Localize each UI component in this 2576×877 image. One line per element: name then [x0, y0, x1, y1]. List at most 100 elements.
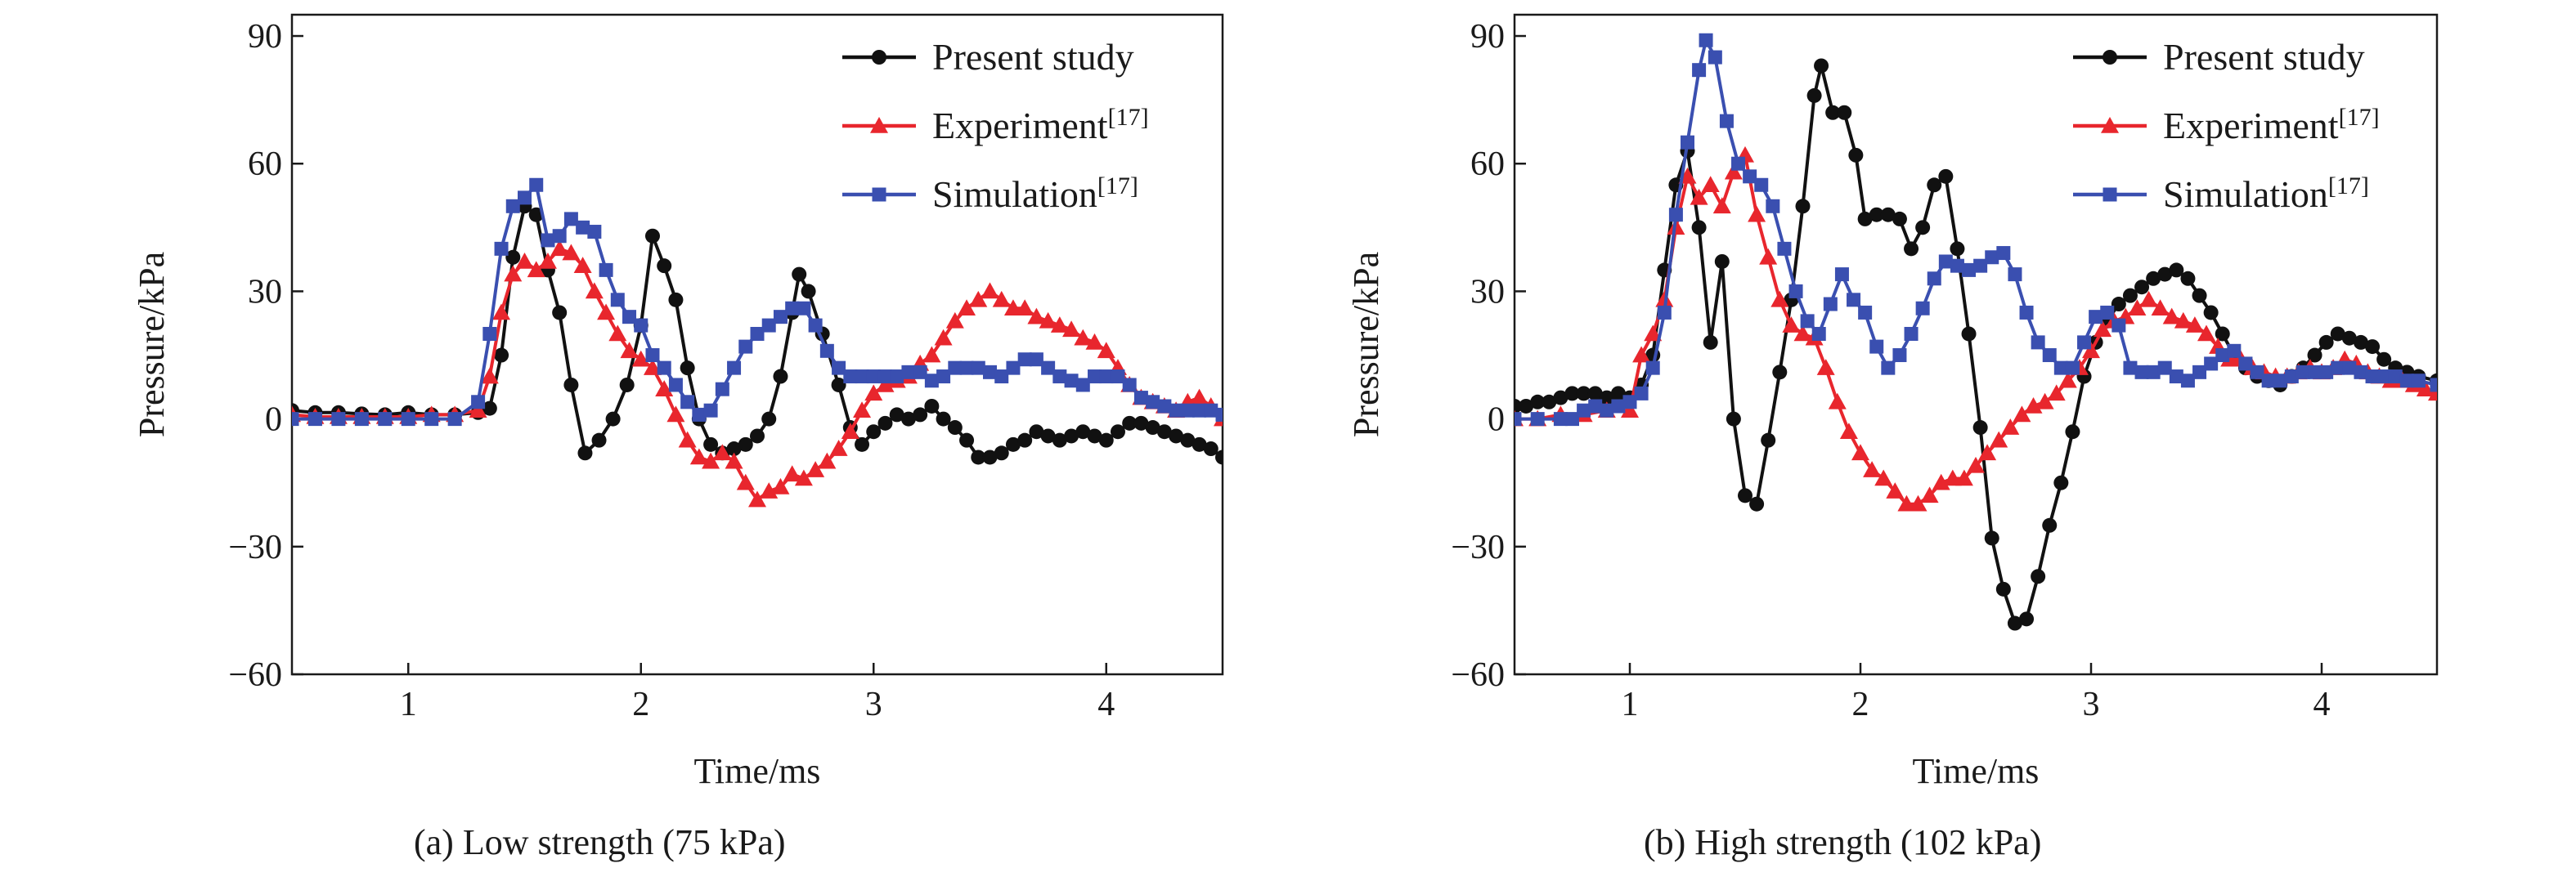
data-point [889, 407, 904, 423]
data-point [504, 265, 523, 282]
data-point [832, 360, 846, 375]
chart-panel-low-strength: 1 2 3 4 −60 −30 0 30 60 90 Time/ms Pressure/kPa Pres… [0, 0, 1227, 877]
data-point [959, 360, 974, 375]
data-point [1050, 316, 1069, 333]
data-point [703, 436, 719, 452]
data-point [1724, 163, 1743, 180]
data-point [1519, 398, 1534, 414]
data-point [900, 411, 916, 427]
data-point [2399, 374, 2414, 388]
data-point [748, 490, 766, 508]
data-point [1828, 392, 1847, 409]
data-point [2180, 271, 2196, 286]
data-point [2001, 418, 2020, 435]
data-point [1996, 246, 2011, 261]
data-point [1834, 267, 1849, 282]
data-point [806, 461, 825, 477]
data-point [1027, 307, 1046, 324]
data-point [1588, 399, 1603, 414]
data-point [761, 411, 777, 427]
data-point [1621, 401, 1639, 418]
data-point [599, 262, 613, 277]
y-tick-label: −30 [228, 529, 282, 566]
data-point [715, 382, 729, 396]
data-point [853, 401, 872, 418]
data-point [692, 407, 707, 422]
data-point [1192, 403, 1207, 418]
data-point [1530, 394, 1546, 409]
data-point [645, 348, 660, 363]
data-point [936, 411, 951, 427]
data-point [877, 415, 893, 431]
data-point [1039, 311, 1057, 329]
data-point [2203, 305, 2219, 320]
data-point [591, 432, 607, 448]
data-point [2180, 374, 2195, 388]
data-point [1111, 369, 1125, 384]
data-point [2111, 297, 2126, 312]
data-point [1052, 369, 1067, 384]
data-point [2376, 369, 2391, 384]
data-point [597, 303, 616, 320]
data-point [1133, 391, 1148, 405]
legend-label: Experiment[17] [2163, 104, 2380, 146]
legend-marker [870, 117, 888, 133]
data-point [1110, 424, 1125, 440]
data-point [713, 444, 732, 461]
data-point [761, 318, 776, 333]
data-point [1632, 346, 1651, 363]
chart-panel-high-strength: 1 2 3 4 −60 −30 0 30 60 90 Time/ms Pressure/kPa Pres… [1227, 0, 2576, 877]
data-point [1668, 208, 1683, 222]
data-point [750, 428, 765, 444]
data-point [797, 301, 811, 315]
data-point [2215, 348, 2230, 363]
data-point [605, 411, 621, 427]
data-point [1087, 428, 1102, 444]
data-point [1681, 135, 1694, 150]
data-point [1766, 199, 1780, 213]
data-point [576, 220, 590, 235]
data-point [2019, 611, 2035, 627]
data-point [1880, 207, 1896, 222]
data-point [447, 412, 462, 427]
x-tick-label: 4 [1097, 686, 1115, 723]
data-point [1954, 469, 1973, 486]
data-point [2077, 335, 2092, 350]
data-point [773, 310, 788, 324]
data-point [2261, 374, 2276, 388]
data-point [1005, 436, 1021, 452]
data-point [982, 450, 998, 465]
data-point [1690, 188, 1708, 205]
data-point [855, 436, 870, 452]
data-point [794, 469, 813, 486]
data-point [2341, 330, 2357, 346]
data-point [1759, 248, 1778, 265]
data-point [1990, 431, 2008, 448]
legend-entry: Experiment[17] [842, 104, 1149, 146]
data-point [948, 360, 963, 375]
chart-plot-high-strength: 1 2 3 4 −60 −30 0 30 60 90 Time/ms Pressure/kPa Pres… [1346, 13, 2439, 791]
data-point [562, 244, 581, 261]
data-point [424, 412, 439, 427]
data-point [1122, 378, 1137, 392]
data-point [1029, 424, 1044, 440]
chart-caption: (a) Low strength (75 kPa) [414, 822, 786, 862]
series-experiment [292, 239, 1223, 508]
data-point [528, 207, 544, 222]
data-point [1927, 271, 1941, 286]
data-point [958, 299, 976, 316]
data-point [2019, 305, 2034, 320]
data-point [773, 369, 788, 384]
data-point [1973, 258, 1988, 273]
data-point [2042, 348, 2057, 363]
data-point [959, 432, 975, 448]
legend-entry: Simulation[17] [842, 172, 1138, 215]
data-point [1577, 403, 1591, 418]
data-point [1691, 220, 1707, 235]
x-tick-label: 2 [1852, 686, 1869, 723]
data-point [1962, 262, 1977, 277]
data-point [1542, 394, 1557, 409]
data-point [738, 436, 753, 452]
y-tick-label: 60 [1470, 145, 1505, 183]
data-point [1886, 482, 1905, 499]
